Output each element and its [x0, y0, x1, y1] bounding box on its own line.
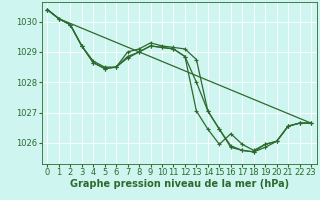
- X-axis label: Graphe pression niveau de la mer (hPa): Graphe pression niveau de la mer (hPa): [70, 179, 289, 189]
